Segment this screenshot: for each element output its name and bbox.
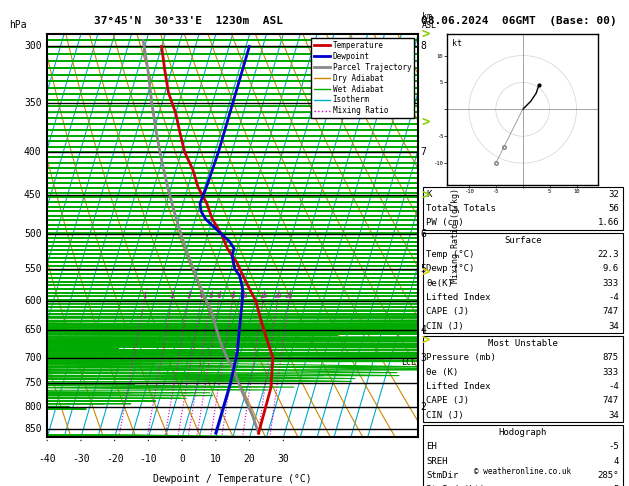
Text: 700: 700 xyxy=(24,352,42,363)
Text: 4: 4 xyxy=(199,293,203,299)
Text: 333: 333 xyxy=(603,367,619,377)
Text: CAPE (J): CAPE (J) xyxy=(426,396,469,405)
Text: Mixing Ratio (g/kg): Mixing Ratio (g/kg) xyxy=(451,188,460,283)
Text: 5: 5 xyxy=(613,485,619,486)
Text: PW (cm): PW (cm) xyxy=(426,218,464,227)
Text: 285°: 285° xyxy=(598,471,619,480)
Text: -5: -5 xyxy=(608,442,619,451)
Text: 400: 400 xyxy=(24,147,42,157)
Text: 747: 747 xyxy=(603,307,619,316)
Text: 2: 2 xyxy=(420,401,426,412)
Text: >: > xyxy=(421,27,430,41)
Text: 8: 8 xyxy=(230,293,235,299)
Text: 34: 34 xyxy=(608,322,619,331)
Text: 600: 600 xyxy=(24,296,42,306)
Text: km
ASL: km ASL xyxy=(422,12,437,30)
Text: 34: 34 xyxy=(608,411,619,420)
Text: 2: 2 xyxy=(169,293,174,299)
Text: 6: 6 xyxy=(420,229,426,239)
Text: -4: -4 xyxy=(608,382,619,391)
Text: >: > xyxy=(421,115,430,128)
Text: 10: 10 xyxy=(210,453,222,464)
Text: 850: 850 xyxy=(24,424,42,434)
Text: SREH: SREH xyxy=(426,456,448,466)
Text: 5: 5 xyxy=(209,293,213,299)
Text: 650: 650 xyxy=(24,325,42,335)
Text: 3: 3 xyxy=(186,293,191,299)
Text: 37°45'N  30°33'E  1230m  ASL: 37°45'N 30°33'E 1230m ASL xyxy=(94,16,283,26)
Text: -4: -4 xyxy=(608,293,619,302)
Text: CIN (J): CIN (J) xyxy=(426,411,464,420)
Text: 450: 450 xyxy=(24,191,42,200)
Text: >: > xyxy=(421,333,430,347)
Text: 0: 0 xyxy=(179,453,185,464)
Text: 333: 333 xyxy=(603,278,619,288)
Text: 10: 10 xyxy=(239,293,247,299)
Text: θe(K): θe(K) xyxy=(426,278,454,288)
Text: 300: 300 xyxy=(24,41,42,52)
Text: 25: 25 xyxy=(285,293,293,299)
Text: StmSpd (kt): StmSpd (kt) xyxy=(426,485,486,486)
Text: 15: 15 xyxy=(259,293,267,299)
Text: >: > xyxy=(421,188,430,201)
Text: 750: 750 xyxy=(24,378,42,388)
Text: 32: 32 xyxy=(608,190,619,199)
Text: >: > xyxy=(421,265,430,279)
Text: 7: 7 xyxy=(420,147,426,157)
Text: -40: -40 xyxy=(38,453,56,464)
Text: -30: -30 xyxy=(72,453,90,464)
Text: 747: 747 xyxy=(603,396,619,405)
Text: 1: 1 xyxy=(142,293,147,299)
Text: hPa: hPa xyxy=(9,20,26,30)
Text: Hodograph: Hodograph xyxy=(499,428,547,437)
Text: θe (K): θe (K) xyxy=(426,367,459,377)
Text: Surface: Surface xyxy=(504,236,542,245)
Text: EH: EH xyxy=(426,442,437,451)
Text: 4: 4 xyxy=(420,325,426,335)
Text: kt: kt xyxy=(452,38,462,48)
Text: Totals Totals: Totals Totals xyxy=(426,204,496,213)
Text: StmDir: StmDir xyxy=(426,471,459,480)
Text: 22.3: 22.3 xyxy=(598,250,619,259)
Text: 20: 20 xyxy=(273,293,282,299)
Text: Dewpoint / Temperature (°C): Dewpoint / Temperature (°C) xyxy=(153,474,312,484)
Text: CIN (J): CIN (J) xyxy=(426,322,464,331)
Text: Most Unstable: Most Unstable xyxy=(487,339,558,348)
Text: © weatheronline.co.uk: © weatheronline.co.uk xyxy=(474,467,571,476)
Text: 6: 6 xyxy=(217,293,221,299)
Text: 4: 4 xyxy=(613,456,619,466)
Text: 800: 800 xyxy=(24,401,42,412)
Text: 30: 30 xyxy=(277,453,289,464)
Text: 9.6: 9.6 xyxy=(603,264,619,274)
Text: 350: 350 xyxy=(24,98,42,108)
Text: 500: 500 xyxy=(24,229,42,239)
Text: Temp (°C): Temp (°C) xyxy=(426,250,475,259)
Text: 1.66: 1.66 xyxy=(598,218,619,227)
Text: 5: 5 xyxy=(420,264,426,274)
Text: 8: 8 xyxy=(420,41,426,52)
Legend: Temperature, Dewpoint, Parcel Trajectory, Dry Adiabat, Wet Adiabat, Isotherm, Mi: Temperature, Dewpoint, Parcel Trajectory… xyxy=(311,38,415,119)
Text: 56: 56 xyxy=(608,204,619,213)
Text: CAPE (J): CAPE (J) xyxy=(426,307,469,316)
Text: 3: 3 xyxy=(420,352,426,363)
Text: 08.06.2024  06GMT  (Base: 00): 08.06.2024 06GMT (Base: 00) xyxy=(421,16,617,26)
Text: K: K xyxy=(426,190,432,199)
Text: 875: 875 xyxy=(603,353,619,363)
Text: Pressure (mb): Pressure (mb) xyxy=(426,353,496,363)
Text: -20: -20 xyxy=(106,453,123,464)
Text: Dewp (°C): Dewp (°C) xyxy=(426,264,475,274)
Text: Lifted Index: Lifted Index xyxy=(426,382,491,391)
Text: 550: 550 xyxy=(24,264,42,274)
Text: -10: -10 xyxy=(140,453,157,464)
Text: LCL: LCL xyxy=(401,358,416,367)
Text: Lifted Index: Lifted Index xyxy=(426,293,491,302)
Text: 20: 20 xyxy=(243,453,255,464)
